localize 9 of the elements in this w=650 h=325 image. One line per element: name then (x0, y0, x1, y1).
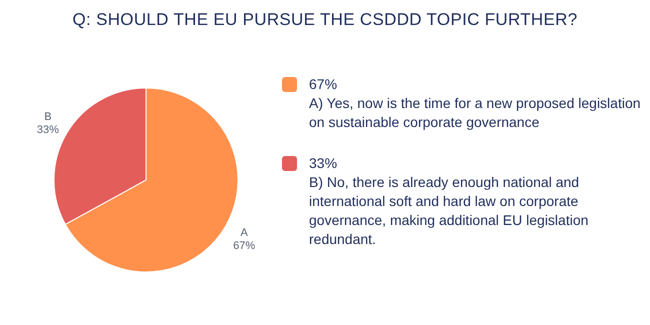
slice-label: B (44, 110, 52, 123)
slice-label: A (240, 226, 248, 239)
text: 33% (309, 155, 338, 171)
text: A) Yes, now is the time for a new proposed legislation on sustainable corporate governance (309, 94, 642, 132)
data-label: 33% (36, 124, 60, 136)
text: B) No, there is already enough national and international soft and hard law on corporate governance, making additional EU legislation redundant. (309, 173, 590, 249)
data-label: 67% (233, 240, 256, 252)
text: 67% (309, 76, 338, 92)
text: Q: SHOULD THE EU PURSUE THE CSDDD TOPIC FURTHER? (72, 10, 578, 30)
